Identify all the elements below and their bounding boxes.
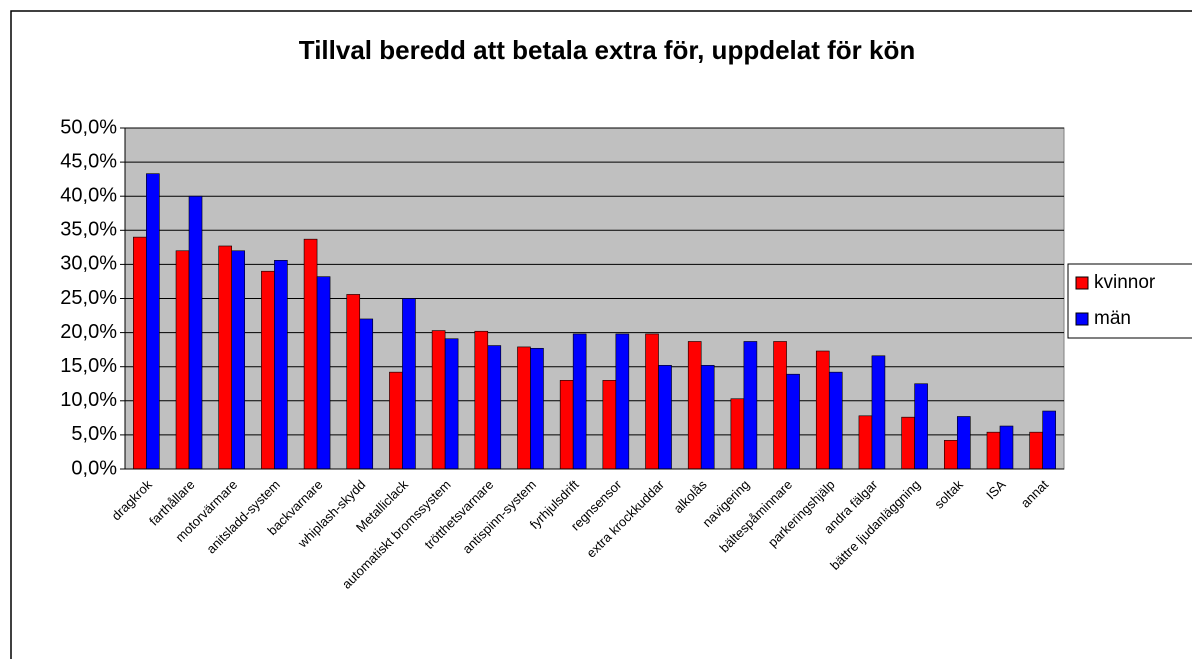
bar (956, 416, 971, 470)
bar (1029, 431, 1043, 470)
bar (773, 341, 787, 470)
y-tick-label: 25,0% (60, 287, 117, 309)
legend-box (1067, 263, 1192, 339)
bar (316, 276, 331, 470)
bar (474, 330, 489, 470)
bar (175, 250, 190, 470)
bar (687, 341, 702, 470)
bar (559, 380, 574, 470)
bar (146, 173, 160, 470)
bar (828, 371, 843, 470)
bar (986, 431, 1001, 470)
bar (1042, 410, 1056, 470)
bar (303, 238, 318, 470)
bar (517, 346, 531, 470)
legend-label: män (1094, 308, 1131, 329)
y-tick-label: 30,0% (60, 253, 117, 275)
bar (346, 294, 361, 470)
bar (615, 333, 630, 470)
bar (786, 373, 800, 470)
bar (487, 345, 502, 470)
bar (871, 355, 886, 470)
bar (999, 425, 1014, 470)
bar (133, 236, 147, 470)
legend-label: kvinnor (1094, 272, 1156, 293)
bar (231, 250, 246, 470)
bar (943, 440, 958, 470)
bar (658, 365, 672, 470)
bar (602, 380, 617, 470)
legend-swatch (1075, 312, 1089, 326)
bar (402, 298, 416, 470)
bar (444, 338, 459, 470)
bar (572, 333, 587, 470)
y-tick-label: 35,0% (60, 219, 117, 241)
legend-swatch (1075, 276, 1089, 290)
bar (730, 398, 745, 470)
bar (901, 416, 915, 470)
bar (389, 371, 403, 470)
y-tick-label: 5,0% (71, 423, 117, 445)
bar (218, 245, 233, 470)
bar (359, 318, 374, 470)
bar (431, 330, 446, 470)
y-tick-label: 45,0% (60, 150, 117, 172)
bar (261, 270, 275, 470)
bar (914, 383, 928, 470)
y-tick-label: 40,0% (60, 184, 117, 206)
y-tick-label: 50,0% (60, 116, 117, 138)
bar (188, 195, 203, 470)
bar (645, 333, 659, 470)
y-tick-label: 0,0% (71, 457, 117, 479)
bar (700, 365, 715, 470)
y-tick-label: 20,0% (60, 321, 117, 343)
y-tick-label: 15,0% (60, 355, 117, 377)
y-tick-label: 10,0% (60, 389, 117, 411)
bar (743, 341, 758, 470)
bar (274, 260, 288, 470)
bar (530, 347, 544, 470)
bar (858, 415, 873, 470)
chart-title: Tillval beredd att betala extra för, upp… (299, 35, 915, 65)
bar (815, 350, 830, 470)
